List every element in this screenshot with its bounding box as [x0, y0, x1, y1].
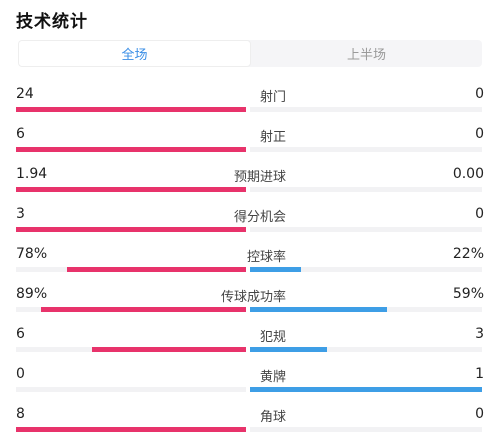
home-bar-track — [16, 227, 246, 232]
stat-label: 黄牌 — [259, 370, 286, 385]
home-value: 1.94 — [16, 166, 48, 182]
stat-row: 89% 传球成功率 59% — [16, 286, 484, 316]
stat-row: 24 射门 0 — [16, 86, 484, 116]
away-value: 59% — [452, 286, 484, 302]
home-bar — [92, 347, 246, 352]
stat-row: 0 黄牌 1 — [16, 366, 484, 396]
stat-label: 角球 — [259, 410, 286, 425]
stat-label: 传球成功率 — [220, 290, 286, 305]
away-value: 0 — [475, 406, 484, 422]
away-bar — [250, 347, 327, 352]
page-title: 技术统计 — [16, 12, 88, 32]
away-value: 3 — [475, 326, 484, 342]
stat-row: 8 角球 0 — [16, 406, 484, 436]
home-bar-track — [16, 347, 246, 352]
home-bar-track — [16, 267, 246, 272]
stat-label: 得分机会 — [233, 210, 286, 225]
away-bar-track — [250, 347, 482, 352]
home-bar — [16, 187, 246, 192]
home-bar — [16, 427, 246, 432]
away-bar-track — [250, 307, 482, 312]
stat-row: 6 射正 0 — [16, 126, 484, 156]
away-bar-track — [250, 147, 482, 152]
home-bar-track — [16, 107, 246, 112]
away-bar — [250, 307, 387, 312]
home-bar — [67, 267, 246, 272]
stat-label: 射正 — [259, 130, 286, 145]
stat-row: 3 得分机会 0 — [16, 206, 484, 236]
home-bar-track — [16, 147, 246, 152]
home-bar-track — [16, 187, 246, 192]
away-value: 1 — [475, 366, 484, 382]
stat-row: 6 犯规 3 — [16, 326, 484, 356]
home-bar — [16, 227, 246, 232]
stat-row: 1.94 预期进球 0.00 — [16, 166, 484, 196]
home-bar — [16, 107, 246, 112]
stat-label: 控球率 — [246, 250, 286, 265]
home-bar-track — [16, 387, 246, 392]
away-bar — [250, 387, 482, 392]
stat-label: 预期进球 — [233, 170, 286, 185]
away-value: 0.00 — [452, 166, 484, 182]
home-value: 78% — [16, 246, 48, 262]
away-bar-track — [250, 267, 482, 272]
home-value: 8 — [16, 406, 25, 422]
away-value: 0 — [475, 126, 484, 142]
home-bar-track — [16, 307, 246, 312]
away-bar-track — [250, 107, 482, 112]
away-value: 0 — [475, 206, 484, 222]
stat-label: 射门 — [259, 90, 286, 105]
home-bar — [41, 307, 246, 312]
stat-row: 78% 控球率 22% — [16, 246, 484, 276]
away-value: 22% — [452, 246, 484, 262]
tab-first-half[interactable]: 上半场 — [346, 48, 386, 63]
away-bar-track — [250, 227, 482, 232]
home-bar — [16, 147, 246, 152]
home-value: 6 — [16, 126, 25, 142]
home-value: 0 — [16, 366, 25, 382]
period-tabs: 全场 上半场 — [18, 40, 482, 67]
stat-label: 犯规 — [259, 330, 286, 345]
away-bar-track — [250, 187, 482, 192]
home-bar-track — [16, 427, 246, 432]
home-value: 24 — [16, 86, 34, 102]
home-value: 6 — [16, 326, 25, 342]
away-value: 0 — [475, 86, 484, 102]
away-bar-track — [250, 387, 482, 392]
tab-full-match[interactable]: 全场 — [18, 40, 251, 67]
home-value: 3 — [16, 206, 25, 222]
away-bar — [250, 267, 301, 272]
away-bar-track — [250, 427, 482, 432]
home-value: 89% — [16, 286, 48, 302]
